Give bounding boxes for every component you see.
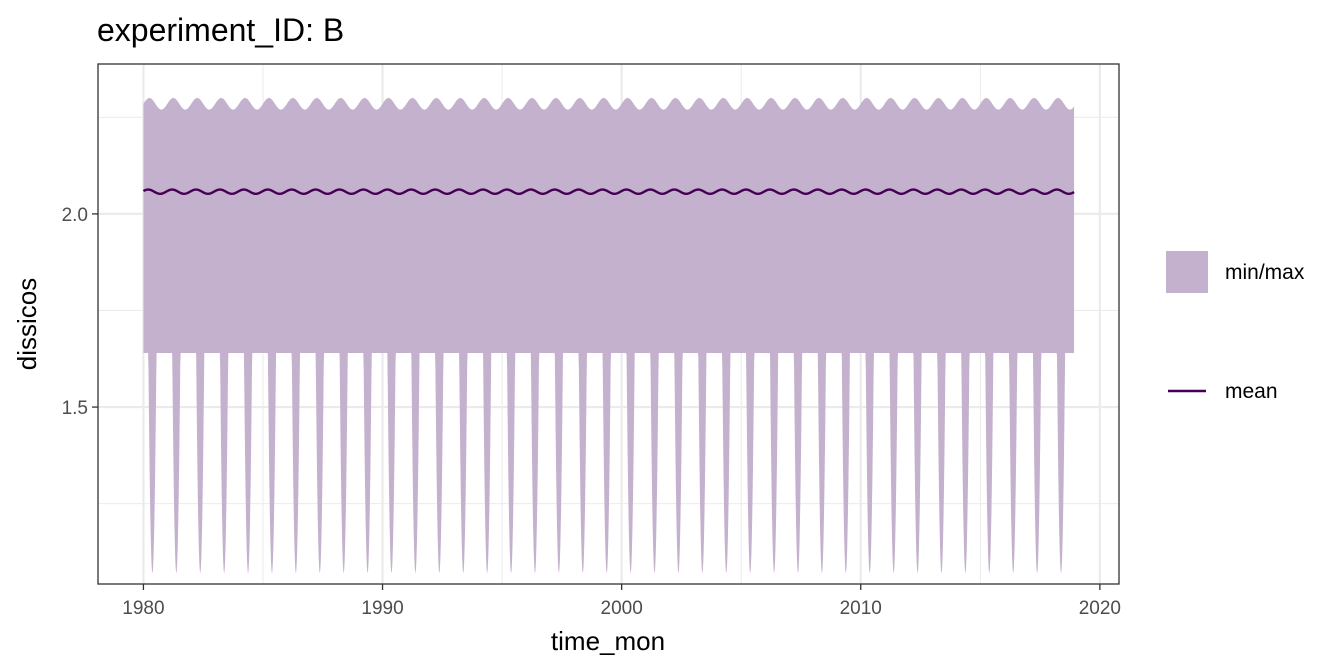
y-tick-label: 1.5 [62,398,88,419]
mean-line [142,188,1075,196]
x-axis: 1980 1990 2000 2010 2020 [122,584,1121,619]
panel-border [97,63,1120,585]
x-tick-label: 2010 [840,598,882,619]
y-tick-label: 2.0 [62,205,88,226]
min-max-ribbon [143,98,1075,574]
x-axis-title: time_mon [551,626,665,656]
x-tick-label: 1980 [122,598,164,619]
y-axis: 1.5 2.0 [62,205,98,419]
legend-label-mean: mean [1225,380,1278,403]
x-tick-label: 1990 [361,598,403,619]
y-axis-title: dissicos [12,278,42,370]
legend-label-min-max: min/max [1225,261,1305,284]
x-tick-label: 2020 [1079,598,1121,619]
plot-panel [97,63,1120,585]
legend-key-min-max [1166,251,1208,293]
legend: min/max mean [1166,251,1305,403]
chart-title: experiment_ID: B [97,12,344,48]
x-tick-label: 2000 [601,598,643,619]
